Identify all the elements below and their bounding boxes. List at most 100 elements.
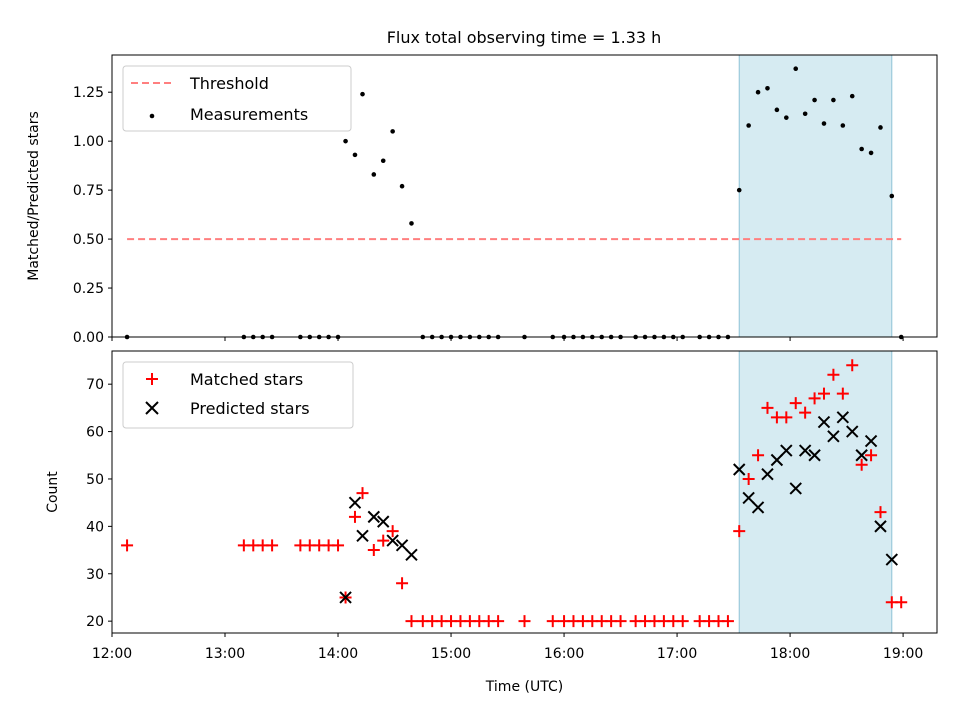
predicted-star-point: [780, 444, 793, 457]
predicted-star-point: [367, 510, 381, 524]
predicted-star-point: [789, 482, 802, 495]
bottom-panel: 12:00 13:00 14:00 15:00 16:00 17:00 18:00 19:00…: [45, 350, 938, 695]
bottom-legend-box: [122, 361, 354, 429]
predicted-star-point: [395, 539, 409, 552]
measurement-point: [409, 221, 414, 226]
measurement-point: [812, 97, 817, 103]
matched-star-point: [396, 577, 409, 590]
predicted-star-point: [733, 463, 746, 476]
matched-star-point: [855, 458, 868, 471]
x-tick-label: 19:00: [883, 646, 923, 662]
matched-star-point: [827, 368, 840, 381]
measurement-point: [343, 138, 348, 144]
measurement-point: [821, 121, 827, 126]
legend-predicted-swatch: [145, 401, 159, 415]
measurement-point: [380, 158, 386, 164]
top-panel-legend: Threshold Measurements: [122, 65, 352, 132]
matched-star-point: [348, 510, 361, 523]
bottom-panel-legend: Matched stars Predicted stars: [122, 361, 354, 429]
matched-star-point: [817, 387, 830, 400]
measurement-point: [360, 91, 365, 97]
measurement-point: [784, 115, 789, 120]
matched-star-point: [846, 359, 859, 372]
measurement-point: [399, 183, 405, 189]
matched-star-point: [518, 615, 531, 628]
y-tick-label: 1.00: [73, 134, 104, 150]
predicted-star-point: [751, 501, 765, 514]
predicted-star-point: [742, 491, 755, 505]
bottom-panel-xlabel: Time (UTC): [485, 679, 563, 695]
top-panel-ylabel: Matched/Predicted stars: [26, 111, 42, 281]
matched-star-point: [386, 525, 399, 538]
predicted-star-point: [836, 411, 850, 424]
y-tick-label: 0.25: [73, 281, 104, 297]
y-tick-label: 70: [86, 377, 104, 393]
predicted-star-point: [761, 468, 774, 481]
legend-measurements-label: Measurements: [190, 105, 308, 124]
matched-star-point: [836, 387, 849, 400]
matched-star-point: [121, 539, 134, 552]
measurement-point: [736, 187, 742, 193]
matched-star-point: [377, 534, 390, 547]
measurement-point: [774, 107, 780, 113]
measurement-point: [352, 152, 358, 158]
predicted-star-point: [348, 496, 362, 509]
matched-star-point: [356, 487, 369, 500]
matched-star-point: [546, 615, 559, 628]
predicted-star-point: [339, 591, 352, 604]
measurement-point: [849, 93, 855, 99]
x-tick-label: 13:00: [205, 646, 245, 662]
matched-star-point: [405, 615, 418, 628]
x-tick-label: 15:00: [431, 646, 471, 662]
matched-stars-series: [121, 359, 908, 628]
matched-star-point: [721, 615, 734, 628]
top-chart-title: Flux total observing time = 1.33 h: [387, 28, 662, 47]
x-tick-label: 18:00: [770, 646, 810, 662]
bottom-panel-ylabel: Count: [45, 471, 61, 513]
top-panel: 0.00 0.25 0.50 0.75 1.00 1.25 Matched/Predict…: [26, 54, 938, 346]
matched-star-point: [492, 615, 505, 628]
matched-star-point: [895, 596, 908, 609]
predicted-star-point: [874, 520, 887, 533]
matched-star-point: [874, 506, 887, 519]
matched-star-point: [761, 401, 774, 414]
x-tick-label: 12:00: [92, 646, 132, 662]
predicted-star-point: [808, 449, 821, 462]
predicted-star-point: [855, 449, 868, 462]
predicted-star-point: [377, 515, 390, 528]
legend-measurements-swatch: [149, 113, 155, 119]
matched-star-point: [742, 472, 755, 485]
matched-star-point: [799, 406, 812, 419]
matched-star-point: [676, 615, 689, 628]
predicted-star-point: [817, 415, 831, 429]
shaded-interval: [738, 54, 893, 338]
predicted-star-point: [827, 430, 840, 443]
matched-star-point: [808, 392, 821, 405]
predicted-star-point: [356, 529, 369, 543]
y-tick-label: 40: [86, 519, 104, 535]
measurement-point: [802, 111, 808, 117]
measurement-point: [831, 97, 836, 103]
predicted-stars-series: [339, 411, 899, 604]
x-tick-label: 17:00: [657, 646, 697, 662]
y-tick-label: 0.00: [73, 330, 104, 346]
legend-matched-swatch: [146, 373, 158, 385]
bottom-panel-y-ticks: 20 30 40 50 60 70: [86, 377, 112, 630]
legend-threshold-label: Threshold: [189, 74, 269, 93]
matched-star-point: [266, 539, 279, 552]
predicted-star-point: [864, 434, 878, 448]
measurement-point: [793, 66, 799, 72]
measurement-point: [859, 146, 864, 152]
measurement-point: [371, 172, 377, 177]
top-legend-box: [122, 65, 352, 132]
top-panel-frame: [111, 54, 938, 338]
top-panel-shaded-interval: [738, 54, 893, 338]
predicted-star-point: [405, 548, 418, 562]
measurement-point: [868, 150, 874, 156]
bottom-panel-frame: [111, 350, 938, 634]
y-tick-label: 0.50: [73, 232, 104, 248]
y-tick-label: 60: [86, 425, 104, 441]
measurement-point: [390, 129, 395, 134]
bottom-panel-x-ticks: 12:00 13:00 14:00 15:00 16:00 17:00 18:00 19:00: [92, 633, 923, 662]
measurement-point: [765, 85, 770, 91]
